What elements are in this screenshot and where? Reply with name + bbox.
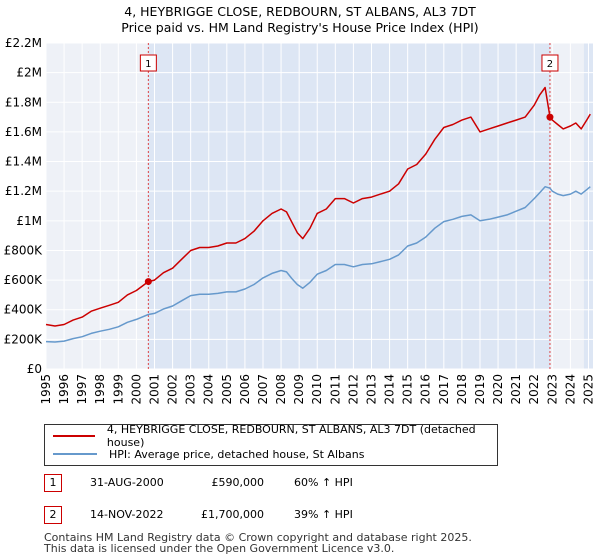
legend: 4, HEYBRIGGE CLOSE, REDBOURN, ST ALBANS,…	[44, 423, 498, 466]
sale-marker-box	[139, 54, 157, 72]
transaction-number-badge: 1	[44, 474, 62, 492]
transaction-hpi-change: 60% ↑ HPI	[294, 476, 353, 489]
transaction-price: £1,700,000	[201, 508, 264, 521]
y-tick-label: £1.8M	[5, 95, 42, 109]
y-tick-label: £2M	[16, 66, 42, 80]
x-tick-label: 2003	[184, 374, 198, 405]
x-tick-label: 2007	[256, 374, 270, 405]
legend-item-property: 4, HEYBRIGGE CLOSE, REDBOURN, ST ALBANS,…	[53, 423, 497, 449]
x-tick-label: 2013	[364, 374, 378, 405]
footer-licence: This data is licensed under the Open Gov…	[44, 542, 395, 555]
transaction-price: £590,000	[211, 476, 265, 489]
x-tick-label: 2014	[383, 374, 397, 405]
x-tick-label: 2019	[473, 374, 487, 405]
y-tick-label: £400K	[4, 303, 44, 317]
y-tick-label: £200K	[4, 332, 44, 346]
x-tick-label: 2017	[437, 374, 451, 405]
transaction-number-badge: 2	[44, 506, 62, 524]
y-tick-label: £800K	[4, 243, 44, 257]
x-tick-label: 2004	[202, 374, 216, 405]
x-tick-label: 2002	[166, 374, 180, 405]
footer-attribution: Contains HM Land Registry data © Crown c…	[44, 532, 472, 554]
x-tick-label: 2024	[563, 374, 577, 405]
sale-marker-label: 2	[547, 59, 553, 70]
x-tick-label: 2008	[274, 374, 288, 405]
hpi-line	[45, 185, 591, 343]
chart-title-subtitle: Price paid vs. HM Land Registry's House …	[121, 20, 479, 35]
legend-item-hpi: HPI: Average price, detached house, St A…	[53, 446, 364, 462]
sale-marker-box	[541, 54, 559, 72]
x-tick-label: 2022	[527, 374, 541, 405]
y-tick-label: £600K	[4, 273, 44, 287]
legend-swatch-hpi	[53, 453, 97, 455]
x-tick-label: 2010	[310, 374, 324, 405]
x-tick-label: 1999	[111, 374, 125, 405]
transaction-date: 31-AUG-2000	[90, 476, 164, 489]
shaded-range	[148, 43, 550, 369]
legend-swatch-property	[53, 435, 95, 437]
sale-point	[546, 113, 554, 121]
chart-title-address: 4, HEYBRIGGE CLOSE, REDBOURN, ST ALBANS,…	[124, 4, 476, 19]
y-tick-label: £0	[27, 362, 42, 376]
x-tick-label: 2016	[419, 374, 433, 405]
x-tick-label: 2023	[545, 374, 559, 405]
x-tick-label: 2018	[455, 374, 469, 405]
x-tick-label: 2025	[581, 374, 595, 405]
x-tick-label: 1998	[93, 374, 107, 405]
y-tick-label: £1M	[16, 214, 42, 228]
legend-label-hpi: HPI: Average price, detached house, St A…	[109, 447, 365, 461]
transaction-hpi-change: 39% ↑ HPI	[294, 508, 353, 521]
y-tick-label: £1.6M	[5, 125, 42, 139]
transaction-date: 14-NOV-2022	[90, 508, 164, 521]
x-tick-label: 2020	[491, 374, 505, 405]
x-tick-label: 2000	[129, 374, 143, 405]
x-tick-label: 1995	[39, 374, 53, 405]
x-tick-label: 2001	[147, 374, 161, 405]
x-tick-label: 2011	[328, 374, 342, 405]
x-tick-label: 2015	[401, 374, 415, 405]
x-tick-label: 2009	[292, 374, 306, 405]
price-chart: 1 2 £0 £200K £400K £600K £800K £1M £1.2M £1.4M £1.…	[4, 36, 596, 405]
x-tick-label: 2006	[238, 374, 252, 405]
x-tick-label: 1997	[75, 374, 89, 405]
x-tick-label: 2021	[509, 374, 523, 405]
footer-copyright: Contains HM Land Registry data © Crown c…	[44, 531, 472, 544]
x-tick-label: 1996	[57, 374, 71, 405]
y-tick-label: £1.4M	[5, 155, 42, 169]
y-tick-label: £2.2M	[5, 36, 42, 50]
legend-label-property: 4, HEYBRIGGE CLOSE, REDBOURN, ST ALBANS,…	[106, 423, 476, 449]
sale-marker-label: 1	[145, 59, 151, 70]
x-tick-label: 2005	[220, 374, 234, 405]
y-tick-label: £1.2M	[5, 184, 42, 198]
x-tick-label: 2012	[346, 374, 360, 405]
sale-point	[144, 278, 152, 286]
